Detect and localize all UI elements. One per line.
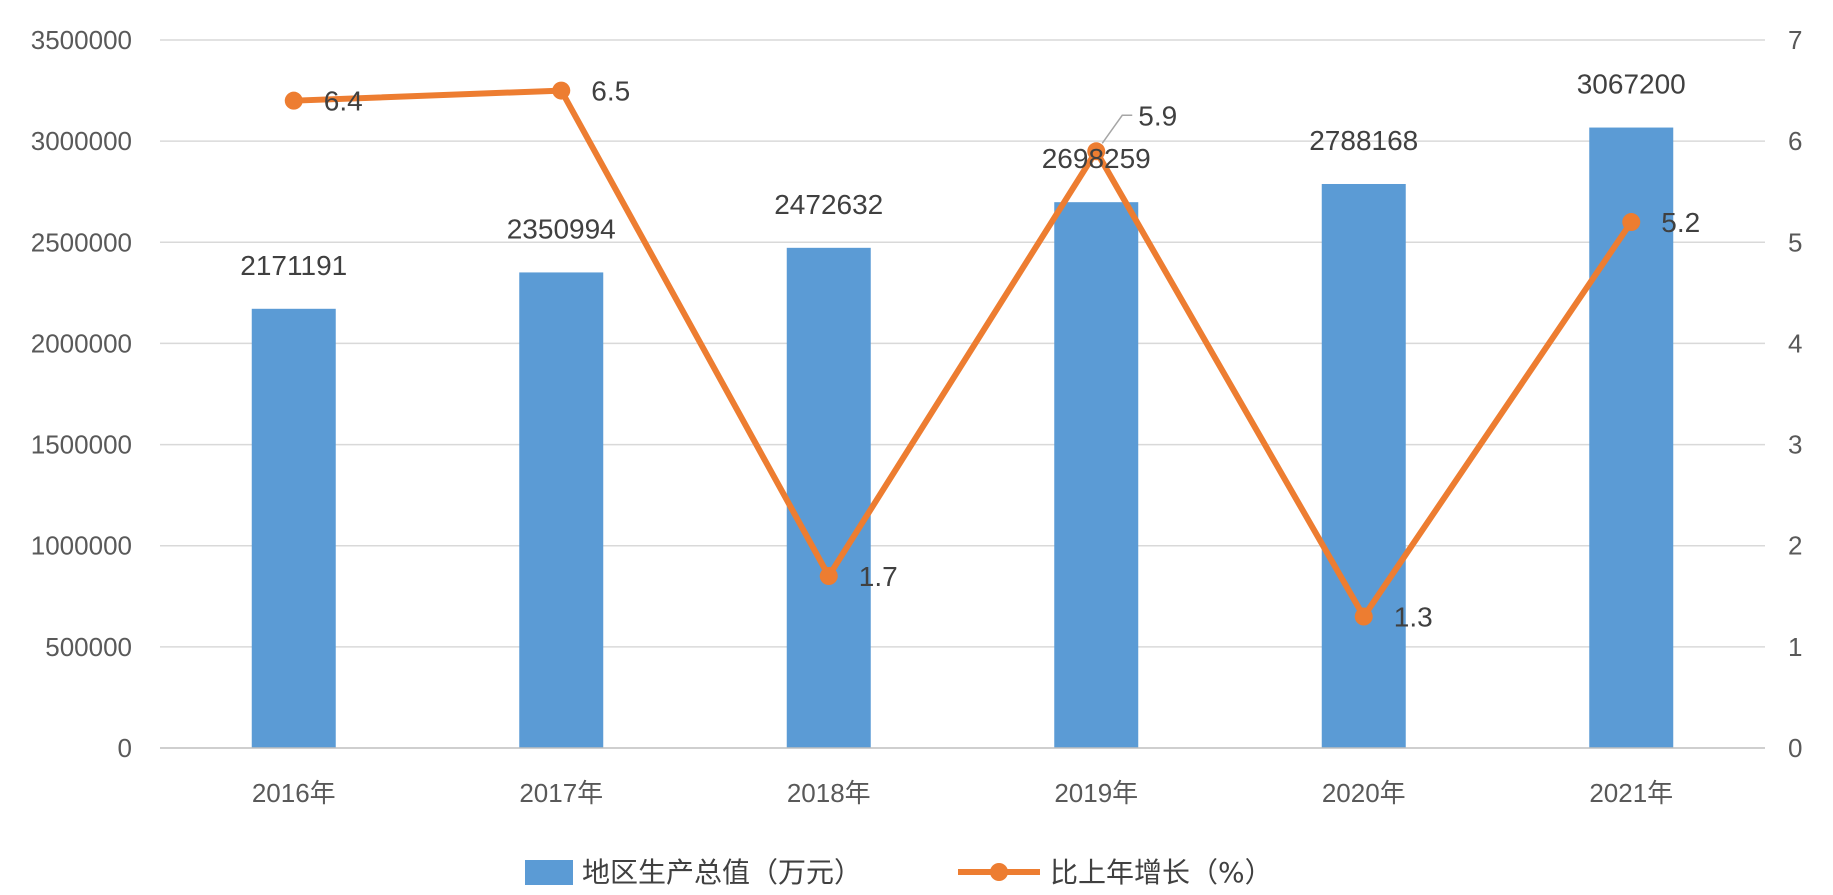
bar-data-label: 2788168	[1309, 125, 1418, 156]
legend-marker-growth	[990, 863, 1008, 881]
y-right-tick-label: 0	[1788, 733, 1802, 763]
y-left-tick-label: 1500000	[31, 430, 132, 460]
bar	[251, 308, 336, 748]
bar	[1321, 183, 1406, 749]
bar-layer	[251, 127, 1674, 749]
y-right-tick-label: 5	[1788, 227, 1802, 257]
line-data-label: 5.2	[1661, 207, 1700, 238]
bar-data-label: 2350994	[507, 213, 616, 244]
legend-swatch-gdp	[525, 860, 573, 885]
y-right-tick-label: 6	[1788, 126, 1802, 156]
bar	[1054, 202, 1139, 748]
y-left-tick-label: 500000	[45, 632, 132, 662]
line-point	[1622, 213, 1641, 232]
line-point	[819, 567, 838, 586]
leader-line	[1101, 114, 1133, 144]
bar-data-label: 2698259	[1042, 143, 1151, 174]
y-left-tick-label: 3500000	[31, 25, 132, 55]
y-left-tick-label: 0	[118, 733, 132, 763]
y-right-tick-label: 2	[1788, 531, 1802, 561]
line-data-label: 6.4	[324, 86, 363, 117]
bar-data-label: 3067200	[1577, 69, 1686, 100]
legend-label-growth: 比上年增长（%）	[1050, 856, 1273, 889]
legend-label-gdp: 地区生产总值（万元）	[582, 856, 862, 889]
line-data-label: 5.9	[1138, 100, 1177, 131]
y-left-tick-label: 3000000	[31, 126, 132, 156]
x-tick-label: 2017年	[519, 778, 603, 808]
x-tick-label: 2019年	[1054, 778, 1138, 808]
y-right-tick-label: 4	[1788, 328, 1802, 358]
x-tick-label: 2021年	[1589, 778, 1673, 808]
line-series-growth	[290, 87, 1635, 620]
bar-data-label: 2171191	[240, 250, 347, 281]
line-data-label: 1.3	[1394, 602, 1433, 633]
line-data-label: 6.5	[591, 76, 630, 107]
y-left-tick-label: 2500000	[31, 227, 132, 257]
line-point	[284, 91, 303, 110]
x-tick-label: 2020年	[1322, 778, 1406, 808]
bar-data-label: 2472632	[774, 189, 883, 220]
y-left-tick-label: 2000000	[31, 328, 132, 358]
y-right-tick-label: 1	[1788, 632, 1802, 662]
legend: 地区生产总值（万元） 比上年增长（%）	[525, 856, 1273, 889]
axis-layer: 0 500000 1000000 1500000 2000000 2500000 30000…	[31, 25, 1803, 808]
y-right-tick-label: 7	[1788, 25, 1802, 55]
line-layer	[284, 81, 1641, 626]
line-point	[1087, 142, 1106, 161]
grid-layer	[160, 39, 1765, 648]
line-point	[552, 81, 571, 100]
x-tick-label: 2018年	[787, 778, 871, 808]
bar	[519, 272, 604, 748]
x-tick-label: 2016年	[252, 778, 336, 808]
line-point	[1354, 607, 1373, 626]
label-layer: 2171191 2350994 2472632 2698259 2788168 30672…	[240, 69, 1700, 633]
y-right-tick-label: 3	[1788, 430, 1802, 460]
bar	[786, 247, 871, 748]
line-data-label: 1.7	[859, 561, 898, 592]
y-left-tick-label: 1000000	[31, 531, 132, 561]
